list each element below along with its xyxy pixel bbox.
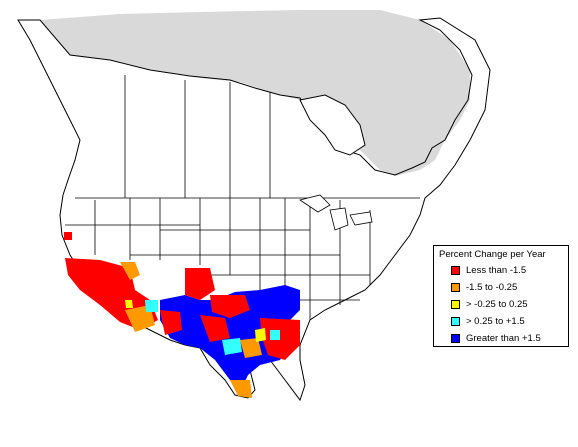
map-legend: Percent Change per Year Less than -1.5 -… [433, 245, 569, 347]
northern-range-shading [40, 10, 470, 176]
legend-item: > 0.25 to +1.5 [451, 315, 525, 327]
legend-swatch [451, 265, 460, 275]
hudson-bay [299, 94, 366, 156]
legend-swatch [451, 282, 460, 292]
legend-swatch [451, 316, 460, 326]
legend-swatch [451, 333, 460, 343]
legend-item: Greater than +1.5 [451, 332, 541, 344]
legend-label: Less than -1.5 [466, 264, 527, 276]
legend-item: -1.5 to -0.25 [451, 281, 517, 293]
legend-label: Greater than +1.5 [466, 332, 541, 344]
legend-item: > -0.25 to 0.25 [451, 298, 528, 310]
legend-item: Less than -1.5 [451, 264, 526, 276]
great-lakes [299, 194, 373, 231]
legend-label: -1.5 to -0.25 [466, 281, 518, 293]
legend-label: > 0.25 to +1.5 [466, 315, 525, 327]
legend-label: > -0.25 to 0.25 [466, 298, 528, 310]
trend-regions [64, 232, 300, 398]
legend-title: Percent Change per Year [439, 249, 546, 260]
legend-swatch [451, 299, 460, 309]
